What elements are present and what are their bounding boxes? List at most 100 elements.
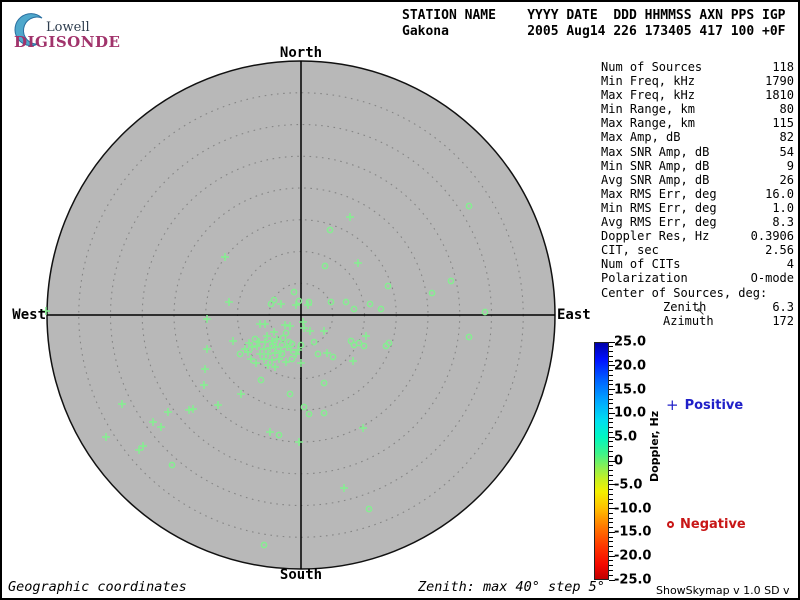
source-point-negative [236,350,244,358]
source-point-positive [362,332,370,340]
colorbar-tick-label: 0 [614,453,624,469]
stat-row: Num of Sources 118 [601,60,794,74]
stat-row: Doppler Res, Hz 0.3906 [601,229,794,243]
colorbar-minor-tick [609,374,613,376]
stat-row: Min RMS Err, deg 1.0 [601,201,794,215]
source-point-positive [185,406,193,414]
stat-row: Min SNR Amp, dB 9 [601,159,794,173]
source-point-positive [264,350,272,358]
colorbar-minor-tick [609,474,613,476]
colorbar-tick-label: 5.0 [614,429,638,445]
colorbar-minor-tick [609,351,613,353]
stat-label: Min Range, km [601,102,695,117]
circle-marker-icon [667,521,674,528]
colorbar-minor-tick [609,493,613,495]
positive-legend-label: Positive [684,398,744,413]
source-point-positive [354,259,362,267]
stat-label: Min RMS Err, deg [601,200,717,215]
stat-row: Max Freq, kHz 1810 [601,88,794,102]
colorbar-minor-tick [609,450,613,452]
stat-row: Max Amp, dB 82 [601,130,794,144]
stat-label: Max Amp, dB [601,130,681,145]
source-point-positive [135,446,143,454]
stat-value: 9 [786,158,794,173]
digisonde-logo: Lowell DIGISONDE [12,10,142,51]
source-point-negative [481,308,489,316]
source-point-negative [384,282,392,290]
colorbar-major-tick [609,412,615,414]
source-point-negative [342,298,350,306]
source-point-positive [295,438,303,446]
source-point-positive [359,424,367,432]
source-point-positive [300,324,308,332]
measurement-stats-panel: Num of Sources 118 Min Freq, kHz 1790 Max Fr… [601,60,794,328]
source-point-negative [377,305,385,313]
stat-value: 118 [772,60,794,74]
source-point-positive [252,359,260,367]
colorbar-minor-tick [609,565,613,567]
colorbar-tick-label: 10.0 [614,405,647,421]
source-point-positive [102,433,110,441]
source-point-positive [42,307,50,315]
coordinate-system-label: Geographic coordinates [8,579,187,595]
stat-label: CIT, sec [601,243,659,258]
colorbar-minor-tick [609,355,613,357]
source-point-negative [288,355,296,363]
source-point-positive [200,381,208,389]
source-point-positive [157,423,165,431]
source-point-positive [270,328,278,336]
stat-value: 115 [772,116,794,131]
colorbar-minor-tick [609,403,613,405]
doppler-colorbar [594,342,609,580]
source-point-positive [139,442,147,450]
source-point-negative [366,300,374,308]
stat-row: Polarization O-mode [601,271,794,285]
colorbar-minor-tick [609,398,613,400]
stat-value: 4 [786,257,794,272]
source-point-positive [323,349,331,357]
stat-label: Center of Sources, deg: [601,285,768,300]
source-point-negative [360,342,368,350]
source-point-positive [241,345,249,353]
stat-value: 26 [779,172,794,187]
colorbar-tick-label: -10.0 [614,501,652,517]
stat-label: Avg SNR Amp, dB [601,172,710,187]
colorbar-tick-label: 25.0 [614,334,647,350]
source-point-negative [321,262,329,270]
colorbar-major-tick [609,579,615,581]
colorbar-minor-tick [609,503,613,505]
colorbar-major-tick [609,365,615,367]
stat-value: 8.3 [772,215,794,230]
colorbar-minor-tick [609,574,613,576]
colorbar-title: Doppler, Hz [648,410,661,482]
colorbar-tick-label: -25.0 [614,572,652,588]
negative-legend-label: Negative [680,517,746,532]
source-point-negative [257,376,265,384]
stat-label: Azimuth [663,313,714,328]
colorbar-tick-label: 20.0 [614,358,647,374]
source-point-positive [149,418,157,426]
logo-digisonde-text: DIGISONDE [14,33,121,51]
colorbar-minor-tick [609,370,613,372]
source-point-positive [229,337,237,345]
source-point-positive [349,357,357,365]
stat-label: Min SNR Amp, dB [601,158,710,173]
source-point-positive [266,428,274,436]
stat-row: Center of Sources, deg: [601,286,794,300]
colorbar-minor-tick [609,379,613,381]
colorbar-tick-label: 15.0 [614,382,647,398]
source-point-negative [350,305,358,313]
source-point-negative [310,338,318,346]
source-point-positive [245,339,253,347]
source-point-positive [221,253,229,261]
colorbar-minor-tick [609,546,613,548]
stat-value: 0.3906 [750,229,794,244]
colorbar-minor-tick [609,422,613,424]
source-point-negative [297,341,305,349]
source-point-negative [326,226,334,234]
stat-row: Avg RMS Err, deg 8.3 [601,215,794,229]
source-point-negative [275,431,283,439]
software-version-label: ShowSkymap v 1.0 SD v 4.2 [656,584,790,598]
source-point-positive [263,332,271,340]
source-point-positive [225,298,233,306]
